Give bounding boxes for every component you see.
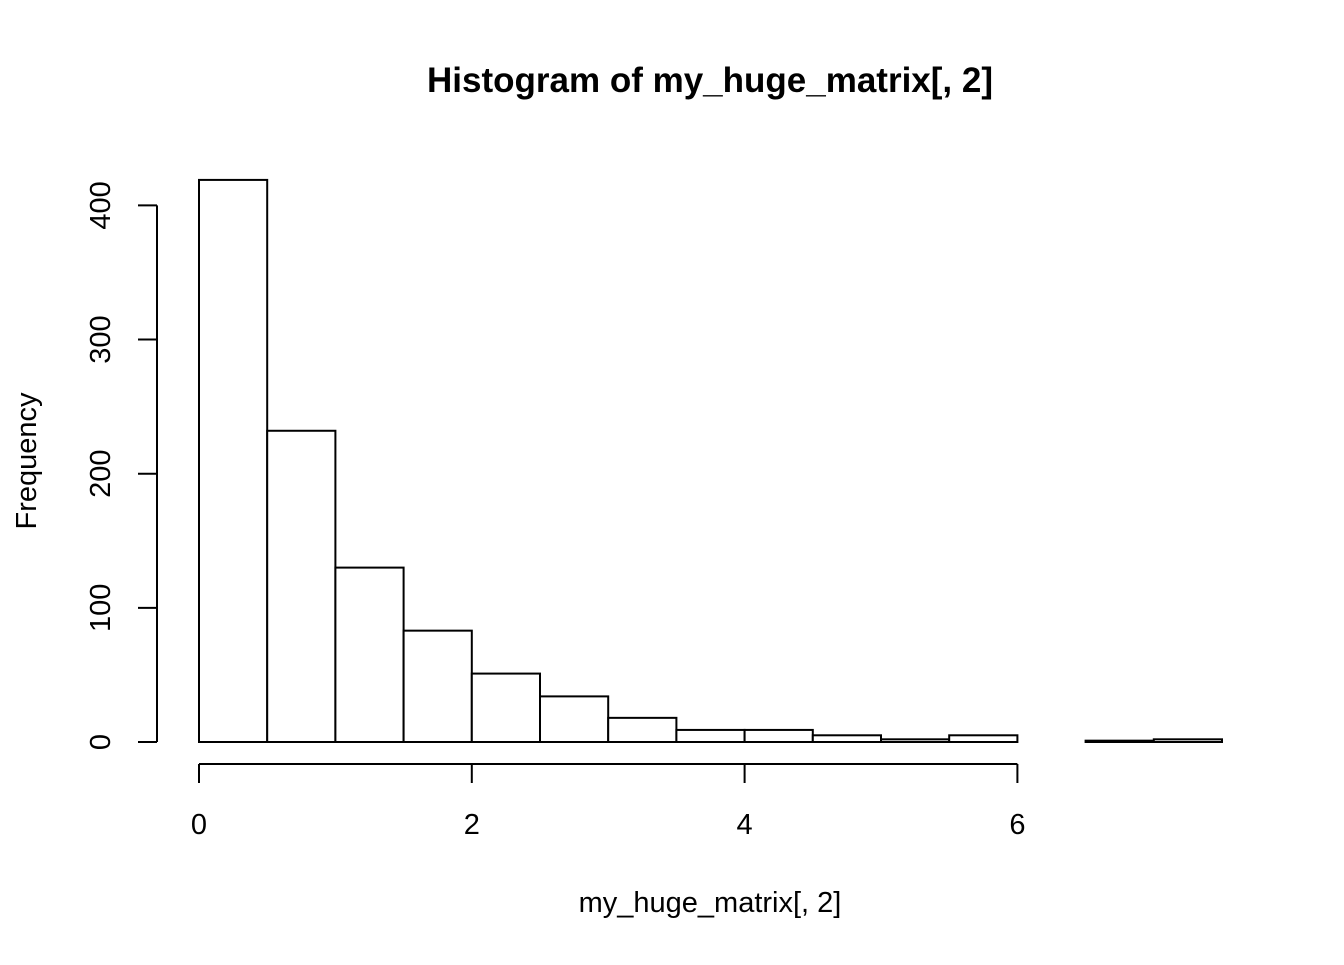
- y-tick-label: 100: [85, 584, 117, 632]
- histogram-bar: [948, 734, 1019, 743]
- x-axis-label: my_huge_matrix[, 2]: [579, 887, 842, 919]
- x-tick-label: 4: [737, 809, 753, 841]
- y-axis-label: Frequency: [11, 392, 43, 530]
- histogram-bar: [811, 734, 882, 743]
- histogram-bar: [743, 728, 814, 744]
- histogram-bar: [1084, 739, 1155, 744]
- x-tick-label: 6: [1009, 809, 1025, 841]
- histogram-bar: [198, 178, 269, 743]
- chart-title: Histogram of my_huge_matrix[, 2]: [427, 61, 993, 100]
- bars-group: [198, 178, 1224, 744]
- y-axis: 0 100 200 300 400: [85, 181, 158, 750]
- histogram-bar: [607, 716, 678, 744]
- histogram-bar: [539, 695, 610, 743]
- histogram-bar: [334, 566, 405, 743]
- y-tick-label: 200: [85, 450, 117, 498]
- histogram-bar: [470, 672, 541, 743]
- histogram-bar: [880, 738, 951, 744]
- y-tick-label: 0: [85, 734, 117, 750]
- histogram-bar: [266, 429, 337, 743]
- x-tick-label: 2: [464, 809, 480, 841]
- x-tick-label: 0: [191, 809, 207, 841]
- y-tick-label: 400: [85, 181, 117, 229]
- y-tick-label: 300: [85, 315, 117, 363]
- histogram-bar: [402, 629, 473, 744]
- histogram-bar: [675, 728, 746, 744]
- x-axis: 0 2 4 6: [191, 763, 1025, 841]
- histogram-bar: [1152, 738, 1224, 744]
